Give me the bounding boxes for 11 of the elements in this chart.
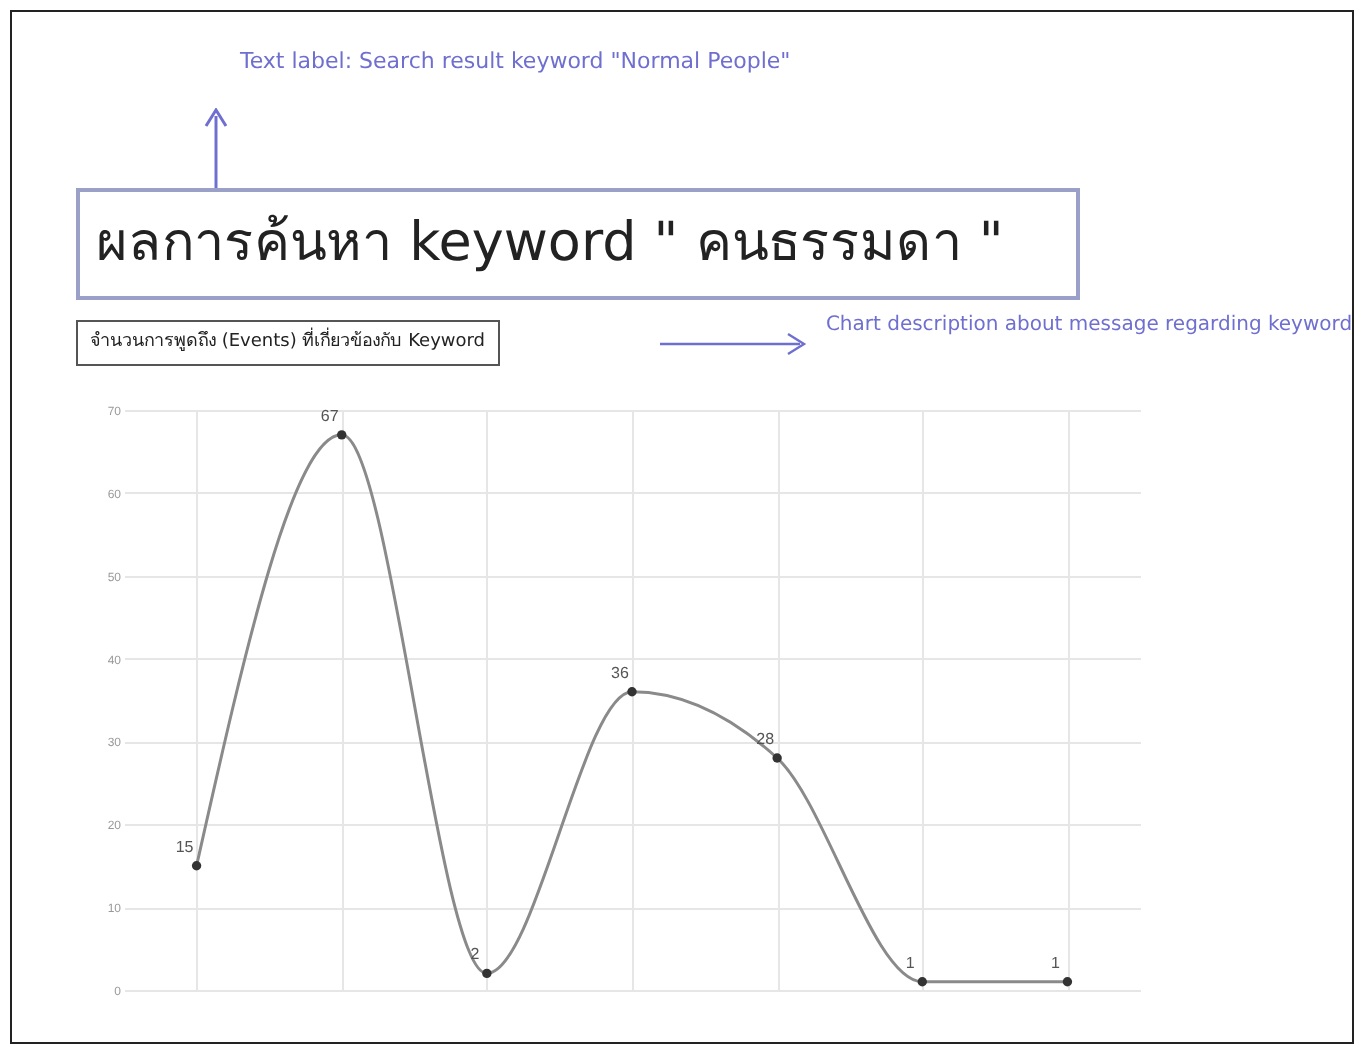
data-label: 2 [470,945,481,964]
chart-title: ผลการค้นหา keyword " คนธรรมดา " [76,188,1080,300]
data-label: 67 [320,406,340,425]
chart-subtitle: จำนวนการพูดถึง (Events) ที่เกี่ยวข้องกับ Keyword [76,320,500,366]
data-label: 28 [756,730,776,748]
text: Text label: Search result keyword "Normal People" [240,48,791,74]
data-label: 1 [1050,953,1061,972]
text: Chart description about message regarding keyword [824,314,1354,336]
data-label: 15 [175,837,195,856]
data-label: 1 [905,953,916,972]
data-label: 36 [611,663,630,682]
